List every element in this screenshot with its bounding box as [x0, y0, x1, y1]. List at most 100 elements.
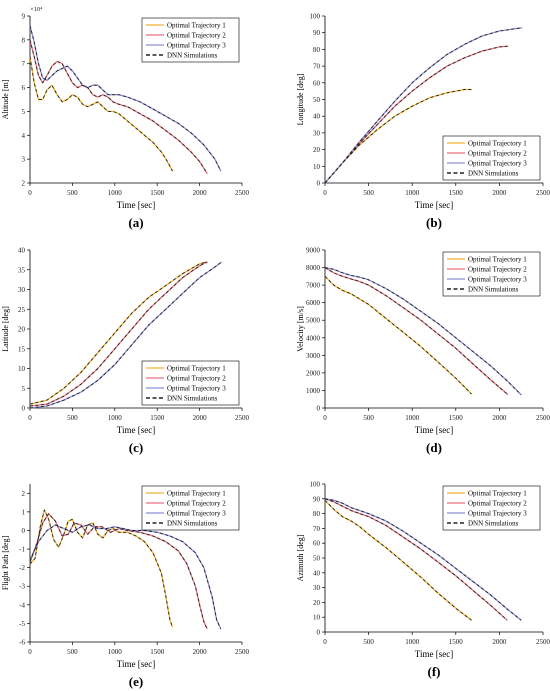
legend-entry: Optimal Trajectory 3 — [167, 510, 226, 518]
x-tick-label: 1500 — [449, 189, 464, 197]
x-tick-label: 1000 — [108, 414, 123, 422]
panel-caption: (f) — [428, 664, 441, 679]
y-tick-label: 1 — [22, 508, 26, 516]
series-line-trajectory-2 — [29, 261, 208, 407]
y-tick-label: 70 — [313, 63, 321, 71]
x-tick-label: 1500 — [449, 638, 464, 646]
dnn-simulation-line-1 — [29, 509, 173, 628]
y-tick-label: 3000 — [306, 352, 321, 360]
y-tick-label: -2 — [19, 564, 25, 572]
x-tick-label: 2500 — [536, 638, 550, 646]
x-tick-label: 2000 — [492, 638, 507, 646]
x-tick-label: 1500 — [150, 414, 165, 422]
legend-entry: Optimal Trajectory 1 — [468, 256, 527, 264]
legend-entry: Optimal Trajectory 1 — [167, 22, 226, 30]
y-tick-label: -3 — [19, 583, 25, 591]
panel-caption: (a) — [128, 215, 143, 230]
y-tick-label: 35 — [18, 266, 26, 274]
y-tick-label: 90 — [313, 495, 321, 503]
legend-entry: Optimal Trajectory 2 — [468, 500, 527, 508]
y-tick-label: 9 — [22, 13, 26, 21]
dnn-simulation-line-2 — [324, 45, 509, 184]
x-tick-label: 1500 — [150, 648, 165, 656]
x-tick-label: 0 — [323, 638, 327, 646]
legend-entry: Optimal Trajectory 1 — [468, 140, 527, 148]
legend-entry: Optimal Trajectory 2 — [468, 150, 527, 158]
y-tick-label: 8 — [22, 36, 26, 44]
y-tick-label: 0 — [317, 180, 321, 188]
y-tick-label: 70 — [313, 525, 321, 533]
y-tick-label: 20 — [313, 599, 321, 607]
legend-entry: DNN Simulations — [468, 170, 519, 178]
y-tick-label: 30 — [18, 286, 26, 294]
x-tick-label: 2500 — [235, 189, 250, 197]
legend-entry: Optimal Trajectory 3 — [167, 42, 226, 50]
legend: Optimal Trajectory 1 Optimal Trajectory 2… — [442, 135, 541, 181]
y-tick-label: -1 — [19, 546, 25, 554]
y-tick-label: 3 — [22, 156, 26, 164]
legend: Optimal Trajectory 1 Optimal Trajectory 2… — [141, 485, 240, 531]
dnn-simulation-line-1 — [324, 499, 472, 621]
dnn-simulation-line-2 — [29, 513, 208, 630]
legend-entry: DNN Simulations — [468, 286, 519, 294]
legend: Optimal Trajectory 1 Optimal Trajectory 2… — [442, 485, 541, 531]
x-tick-label: 2000 — [193, 414, 208, 422]
y-tick-label: 30 — [313, 129, 321, 137]
y-tick-label: 1000 — [306, 387, 321, 395]
x-tick-label: 2500 — [536, 414, 550, 422]
legend-entry: Optimal Trajectory 3 — [468, 276, 527, 284]
legend-entry: DNN Simulations — [468, 520, 519, 528]
dnn-simulation-line-3 — [324, 27, 523, 184]
y-tick-label: 100 — [310, 13, 321, 21]
y-axis-label: Azimuth [deg] — [296, 534, 305, 581]
x-tick-label: 500 — [363, 638, 374, 646]
chart-panel-b: 0 500 1000 1500 2000 2500 0 10 20 30 40 50 60 70 80 90 1… — [296, 13, 550, 231]
legend-entry: Optimal Trajectory 1 — [167, 365, 226, 373]
y-tick-label: 15 — [18, 345, 26, 353]
x-tick-label: 1000 — [405, 189, 420, 197]
y-tick-label: 100 — [310, 481, 321, 489]
legend-entry: Optimal Trajectory 2 — [167, 32, 226, 40]
y-tick-label: 30 — [313, 584, 321, 592]
y-tick-label: 2 — [22, 180, 26, 188]
legend: Optimal Trajectory 1 Optimal Trajectory 2… — [141, 17, 240, 63]
x-axis-label: Time [sec] — [415, 425, 453, 435]
y-tick-label: -6 — [19, 639, 25, 647]
y-tick-label: 20 — [18, 326, 26, 334]
legend-entry: Optimal Trajectory 2 — [468, 266, 527, 274]
x-tick-label: 1500 — [150, 189, 165, 197]
y-tick-label: 7000 — [306, 282, 321, 290]
chart-panel-d: 0 500 1000 1500 2000 2500 0 1000 2000 3000 4000 500… — [296, 247, 550, 456]
y-tick-label: 4 — [22, 132, 26, 140]
y-tick-label: 8000 — [306, 264, 321, 272]
x-tick-label: 1000 — [108, 189, 123, 197]
x-tick-label: 1000 — [405, 638, 420, 646]
y-tick-label: 20 — [313, 146, 321, 154]
y-tick-label: 2000 — [306, 369, 321, 377]
x-tick-label: 2500 — [235, 648, 250, 656]
y-tick-label: 60 — [313, 540, 321, 548]
chart-panel-f: 0 500 1000 1500 2000 2500 0 10 20 30 40 50 60 70 80 90 1… — [296, 481, 550, 680]
chart-panel-a: 0 500 1000 1500 2000 2500 2 3 4 5 6 7 8 9 Time [sec] Al… — [1, 6, 250, 230]
x-tick-label: 500 — [363, 414, 374, 422]
panel-caption: (c) — [129, 440, 143, 455]
y-tick-label: 10 — [313, 614, 321, 622]
legend-entry: Optimal Trajectory 3 — [167, 385, 226, 393]
x-tick-label: 2000 — [193, 648, 208, 656]
y-tick-label: 50 — [313, 96, 321, 104]
x-tick-label: 500 — [363, 189, 374, 197]
x-tick-label: 2000 — [193, 189, 208, 197]
legend-entry: DNN Simulations — [167, 52, 218, 60]
x-tick-label: 500 — [67, 414, 78, 422]
x-tick-label: 500 — [67, 648, 78, 656]
x-tick-label: 2500 — [235, 414, 250, 422]
series-line-trajectory-2 — [29, 513, 208, 630]
series-line-trajectory-1 — [324, 275, 472, 395]
x-tick-label: 1000 — [108, 648, 123, 656]
y-tick-label: 5000 — [306, 317, 321, 325]
y-tick-label: 0 — [317, 629, 321, 637]
y-axis-label: Velocity [m/s] — [296, 306, 305, 352]
y-tick-label: 10 — [18, 365, 26, 373]
y-tick-label: 4000 — [306, 334, 321, 342]
